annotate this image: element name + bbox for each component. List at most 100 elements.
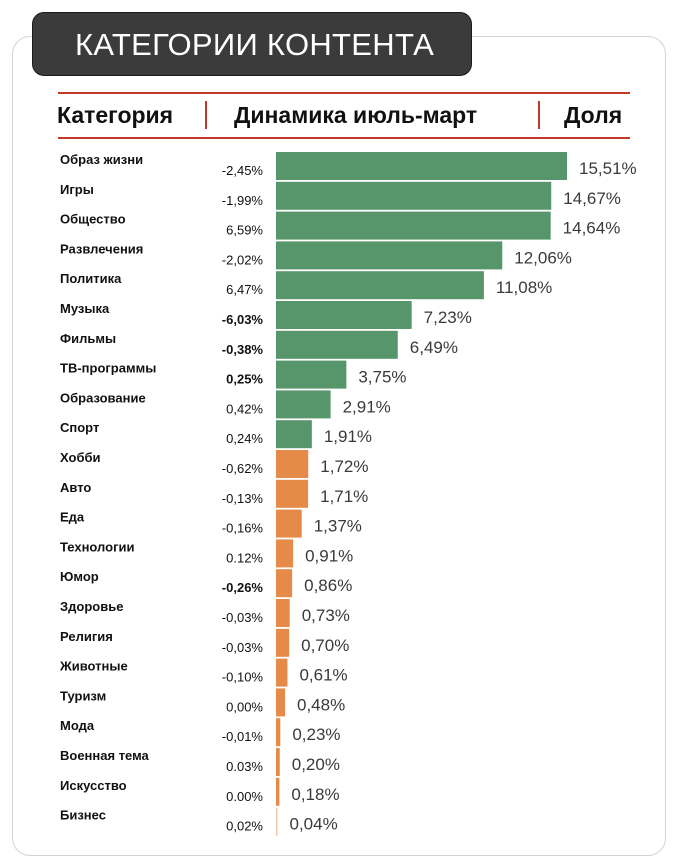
data-label: 12,06% <box>514 248 572 267</box>
header-bottom-rule <box>58 137 630 139</box>
change-label: 0.12% <box>226 550 263 565</box>
data-label: 6,49% <box>410 338 458 357</box>
data-label: 2,91% <box>343 397 391 416</box>
category-label: ТВ-программы <box>60 361 156 376</box>
category-label: Технологии <box>60 539 134 554</box>
category-label: Игры <box>60 182 94 197</box>
data-label: 0,86% <box>304 576 352 595</box>
data-label: 11,08% <box>496 278 552 297</box>
data-label: 15,51% <box>579 159 637 178</box>
data-label: 0,73% <box>302 606 350 625</box>
category-label: Мода <box>60 718 95 733</box>
bar <box>276 569 293 598</box>
data-label: 3,75% <box>358 368 406 387</box>
change-label: -0,62% <box>222 461 264 476</box>
bar <box>276 509 302 538</box>
category-label: Общество <box>60 212 126 227</box>
category-label: Авто <box>60 480 91 495</box>
category-label: Фильмы <box>60 331 116 346</box>
bar <box>276 777 280 806</box>
bar <box>276 450 309 478</box>
bar <box>276 658 288 687</box>
data-label: 14,64% <box>563 219 621 238</box>
category-label: Искусство <box>60 778 127 793</box>
data-label: 1,71% <box>320 487 368 506</box>
column-separator <box>205 101 207 129</box>
bar <box>276 718 281 747</box>
category-label: Еда <box>60 510 85 525</box>
bar <box>276 807 278 836</box>
change-label: -1,99% <box>222 193 264 208</box>
category-label: Хобби <box>60 450 101 465</box>
change-label: -0,01% <box>222 729 264 744</box>
column-header-share: Доля <box>564 102 623 128</box>
change-label: -0,16% <box>222 521 264 536</box>
column-separator <box>538 101 540 129</box>
change-label: 6,59% <box>226 223 263 238</box>
bar <box>276 360 347 389</box>
bar <box>276 628 290 657</box>
change-label: 0.00% <box>226 789 263 804</box>
change-label: -0,03% <box>222 640 264 655</box>
bar <box>276 420 312 449</box>
bar <box>276 330 398 359</box>
bar <box>276 211 551 240</box>
change-label: -2,02% <box>222 252 264 267</box>
data-label: 0,48% <box>297 695 345 714</box>
category-label: Бизнес <box>60 808 106 823</box>
bar <box>276 181 552 210</box>
data-label: 1,91% <box>324 427 372 446</box>
data-label: 0,61% <box>299 666 347 685</box>
bar <box>276 748 280 776</box>
data-label: 0,20% <box>292 755 340 774</box>
data-label: 1,37% <box>314 517 362 536</box>
bar <box>276 271 484 300</box>
change-label: 0,00% <box>226 699 263 714</box>
change-label: 0,02% <box>226 819 263 834</box>
bar <box>276 241 503 270</box>
bar <box>276 599 290 627</box>
data-label: 0,04% <box>290 815 338 834</box>
change-label: 0,25% <box>226 372 263 387</box>
change-label: 0.03% <box>226 759 263 774</box>
bar <box>276 479 309 508</box>
change-label: -0,13% <box>222 491 264 506</box>
data-label: 0,91% <box>305 546 353 565</box>
category-label: Образование <box>60 390 146 405</box>
chart-title: КАТЕГОРИИ КОНТЕНТА <box>75 27 435 62</box>
category-label: Образ жизни <box>60 152 143 167</box>
chart-title-badge: КАТЕГОРИИ КОНТЕНТА <box>32 12 472 76</box>
change-label: -6,03% <box>222 312 264 327</box>
data-label: 7,23% <box>424 308 472 327</box>
bar <box>276 539 294 568</box>
category-label: Музыка <box>60 301 110 316</box>
column-header-change: Динамика июль-март <box>234 102 478 128</box>
category-label: Здоровье <box>60 599 123 614</box>
bar <box>276 301 412 329</box>
bar <box>276 152 567 180</box>
category-label: Военная тема <box>60 748 150 763</box>
column-header-category: Категория <box>57 102 174 128</box>
category-label: Спорт <box>60 420 99 435</box>
category-label: Юмор <box>60 569 99 584</box>
change-label: 0,42% <box>226 401 263 416</box>
change-label: -2,45% <box>222 163 264 178</box>
change-label: -0,10% <box>222 670 264 685</box>
bar <box>276 688 286 717</box>
change-label: -0,38% <box>222 342 264 357</box>
data-label: 14,67% <box>563 189 621 208</box>
category-label: Политика <box>60 271 122 286</box>
change-label: -0,26% <box>222 580 264 595</box>
change-label: 6,47% <box>226 282 263 297</box>
data-label: 0,70% <box>301 636 349 655</box>
bar <box>276 390 331 419</box>
data-label: 1,72% <box>320 457 368 476</box>
header-top-rule <box>58 92 630 94</box>
data-label: 0,18% <box>291 785 339 804</box>
change-label: -0,03% <box>222 610 264 625</box>
category-label: Развлечения <box>60 241 143 256</box>
category-label: Религия <box>60 629 113 644</box>
change-label: 0,24% <box>226 431 263 446</box>
category-label: Туризм <box>60 688 106 703</box>
